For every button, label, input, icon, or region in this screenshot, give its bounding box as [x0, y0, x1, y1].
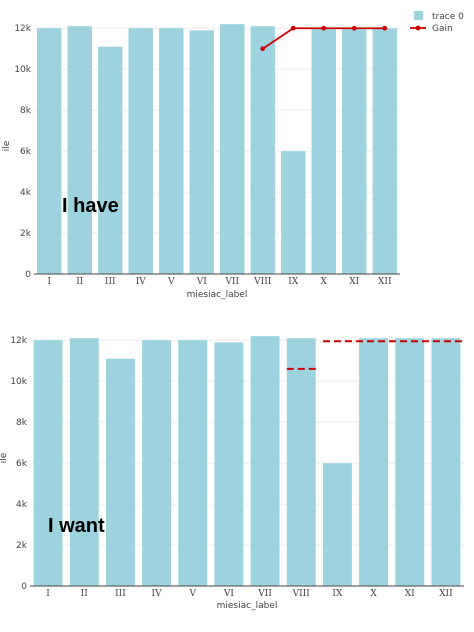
bar-III — [98, 46, 123, 275]
bar-XII — [431, 338, 461, 586]
gain-marker — [260, 46, 266, 52]
y-tick-label: 12k — [10, 336, 27, 346]
y-tick-label: 0 — [25, 270, 31, 280]
y-axis-title: ile — [0, 452, 9, 463]
overlay-label: I want — [48, 515, 105, 537]
bar-I — [37, 28, 62, 274]
bar-II — [69, 338, 99, 586]
y-tick-label: 6k — [16, 459, 28, 469]
y-tick-label: 10k — [14, 65, 31, 75]
bar-VI — [189, 30, 214, 275]
gain-marker — [290, 25, 296, 31]
bar-XII — [372, 28, 397, 274]
bar-IX — [281, 151, 306, 274]
x-tick-label: III — [105, 277, 116, 287]
x-tick-label: XII — [439, 589, 453, 599]
y-tick-label: 8k — [16, 418, 28, 428]
bar-I — [33, 340, 63, 586]
x-tick-label: I — [46, 589, 50, 599]
x-tick-label: VIII — [292, 589, 311, 599]
x-tick-label: X — [321, 277, 328, 287]
gain-marker — [321, 25, 327, 31]
bar-II — [67, 26, 92, 274]
bar-VI — [214, 342, 244, 586]
bar-XI — [395, 338, 425, 586]
legend-label-trace-0: trace 0 — [432, 12, 464, 22]
y-tick-label: 0 — [21, 582, 27, 592]
x-tick-label: II — [76, 277, 84, 287]
bar-XI — [342, 28, 367, 274]
x-tick-label: IV — [136, 277, 147, 287]
x-tick-label: VI — [196, 277, 207, 287]
bar-VIII — [250, 26, 275, 274]
bar-IX — [322, 463, 352, 586]
bar-VII — [250, 336, 280, 586]
bar-IV — [142, 340, 172, 586]
y-tick-label: 4k — [16, 500, 28, 510]
x-tick-label: V — [167, 277, 175, 287]
bar-VIII — [286, 338, 316, 586]
x-tick-label: II — [81, 589, 89, 599]
x-tick-label: III — [115, 589, 126, 599]
gain-marker — [382, 25, 388, 31]
bar-V — [159, 28, 184, 274]
bar-X — [359, 338, 389, 586]
bar-IV — [128, 28, 153, 274]
x-tick-label: I — [47, 277, 51, 287]
x-tick-label: IX — [288, 277, 299, 287]
y-tick-label: 2k — [20, 229, 32, 239]
x-tick-label: VIII — [253, 277, 272, 287]
y-tick-label: 10k — [10, 377, 27, 387]
y-tick-label: 8k — [20, 106, 32, 116]
legend-swatch-trace-0 — [414, 11, 423, 20]
x-tick-label: IX — [332, 589, 343, 599]
bar-III — [105, 358, 135, 586]
bar-V — [178, 340, 208, 586]
bar-VII — [220, 24, 245, 275]
legend-swatch-gain-marker — [415, 25, 421, 31]
overlay-label: I have — [62, 195, 119, 217]
x-tick-label: VII — [257, 589, 272, 599]
x-tick-label: V — [189, 589, 197, 599]
x-tick-label: IV — [152, 589, 163, 599]
legend-label-gain: Gain — [432, 24, 453, 34]
x-tick-label: X — [370, 589, 377, 599]
x-tick-label: VI — [223, 589, 234, 599]
y-tick-label: 2k — [16, 541, 28, 551]
x-tick-label: XI — [349, 277, 359, 287]
x-tick-label: VII — [224, 277, 239, 287]
bar-X — [311, 28, 336, 274]
y-axis-title: ile — [2, 140, 12, 151]
y-tick-label: 6k — [20, 147, 32, 157]
y-tick-label: 4k — [20, 188, 32, 198]
x-axis-title: miesiac_label — [187, 290, 248, 300]
gain-marker — [351, 25, 357, 31]
x-tick-label: XII — [378, 277, 392, 287]
x-axis-title: miesiac_label — [217, 601, 278, 611]
x-tick-label: XI — [405, 589, 415, 599]
y-tick-label: 12k — [14, 24, 31, 34]
